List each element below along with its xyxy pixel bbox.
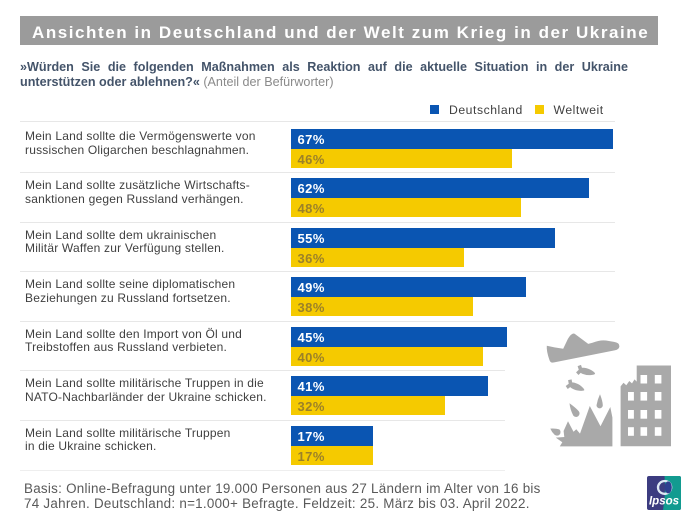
svg-text:Ipsos: Ipsos bbox=[649, 496, 679, 508]
